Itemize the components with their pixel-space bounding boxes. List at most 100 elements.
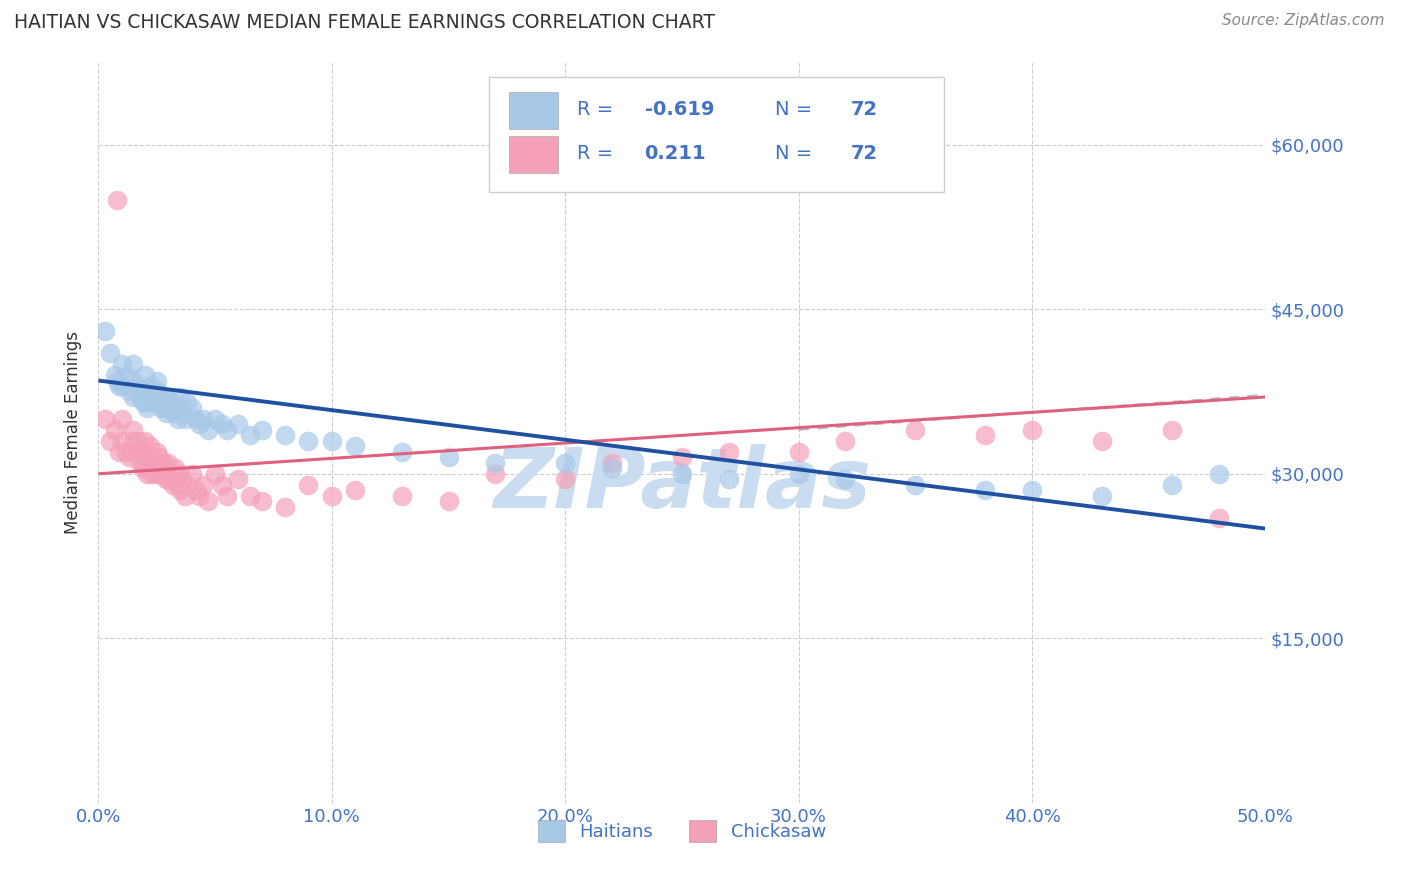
FancyBboxPatch shape: [489, 78, 945, 192]
Point: [1021, 423, 1043, 437]
Text: N =: N =: [775, 100, 818, 119]
Point: [211, 477, 233, 491]
Point: [176, 395, 198, 409]
Point: [1091, 434, 1114, 448]
Point: [134, 395, 156, 409]
Point: [157, 472, 180, 486]
Point: [321, 489, 343, 503]
Point: [165, 401, 187, 415]
Point: [127, 379, 149, 393]
Point: [139, 379, 162, 393]
Point: [105, 193, 128, 207]
Point: [129, 384, 152, 399]
Point: [148, 450, 170, 465]
Point: [297, 477, 319, 491]
Point: [146, 445, 169, 459]
Point: [193, 477, 215, 491]
Text: N =: N =: [775, 144, 818, 163]
Point: [141, 395, 163, 409]
Point: [129, 390, 152, 404]
Point: [974, 428, 997, 442]
Point: [904, 423, 927, 437]
Point: [155, 406, 177, 420]
Point: [717, 445, 740, 459]
Point: [134, 368, 156, 382]
Point: [148, 390, 170, 404]
Point: [250, 423, 273, 437]
Point: [1091, 489, 1114, 503]
Point: [169, 467, 191, 481]
Point: [162, 477, 184, 491]
Point: [104, 423, 127, 437]
Y-axis label: Median Female Earnings: Median Female Earnings: [65, 331, 83, 534]
Point: [165, 461, 187, 475]
Point: [141, 467, 163, 481]
Text: Source: ZipAtlas.com: Source: ZipAtlas.com: [1222, 13, 1385, 29]
Point: [132, 395, 155, 409]
Point: [215, 489, 238, 503]
Point: [169, 401, 191, 415]
Point: [1208, 467, 1230, 481]
Point: [152, 456, 174, 470]
Point: [834, 472, 856, 486]
Point: [136, 401, 159, 415]
Point: [187, 489, 209, 503]
Point: [127, 434, 149, 448]
Bar: [509, 92, 558, 129]
Point: [1021, 483, 1043, 498]
Point: [98, 434, 121, 448]
Point: [157, 390, 180, 404]
Point: [136, 467, 159, 481]
Text: R =: R =: [576, 144, 626, 163]
Point: [129, 456, 152, 470]
Point: [172, 406, 194, 420]
Point: [146, 374, 169, 388]
Point: [239, 489, 262, 503]
Point: [105, 374, 128, 388]
Point: [146, 395, 169, 409]
Point: [150, 401, 173, 415]
Point: [157, 456, 180, 470]
Point: [391, 489, 413, 503]
Point: [437, 450, 460, 465]
Point: [215, 423, 238, 437]
Point: [554, 472, 576, 486]
Point: [204, 467, 226, 481]
Point: [484, 467, 506, 481]
Text: 72: 72: [851, 144, 879, 163]
Point: [139, 439, 162, 453]
Point: [787, 467, 810, 481]
Point: [297, 434, 319, 448]
Point: [134, 445, 156, 459]
Point: [166, 412, 188, 426]
Point: [152, 467, 174, 481]
Point: [139, 456, 162, 470]
Point: [134, 384, 156, 399]
Point: [787, 445, 810, 459]
Point: [344, 439, 367, 453]
Point: [94, 412, 117, 426]
Point: [173, 489, 195, 503]
Point: [250, 494, 273, 508]
Point: [391, 445, 413, 459]
Point: [600, 461, 623, 475]
Point: [1161, 477, 1184, 491]
Point: [159, 467, 181, 481]
Point: [104, 368, 127, 382]
Point: [111, 357, 134, 371]
Point: [197, 423, 219, 437]
Point: [554, 456, 576, 470]
Point: [152, 401, 174, 415]
Point: [94, 324, 117, 338]
Point: [122, 357, 145, 371]
Point: [118, 384, 141, 399]
Point: [193, 412, 215, 426]
Point: [211, 417, 233, 432]
Point: [108, 379, 131, 393]
Point: [122, 445, 145, 459]
Point: [115, 368, 138, 382]
Point: [122, 434, 145, 448]
Point: [173, 412, 195, 426]
Point: [122, 374, 145, 388]
Point: [169, 390, 191, 404]
